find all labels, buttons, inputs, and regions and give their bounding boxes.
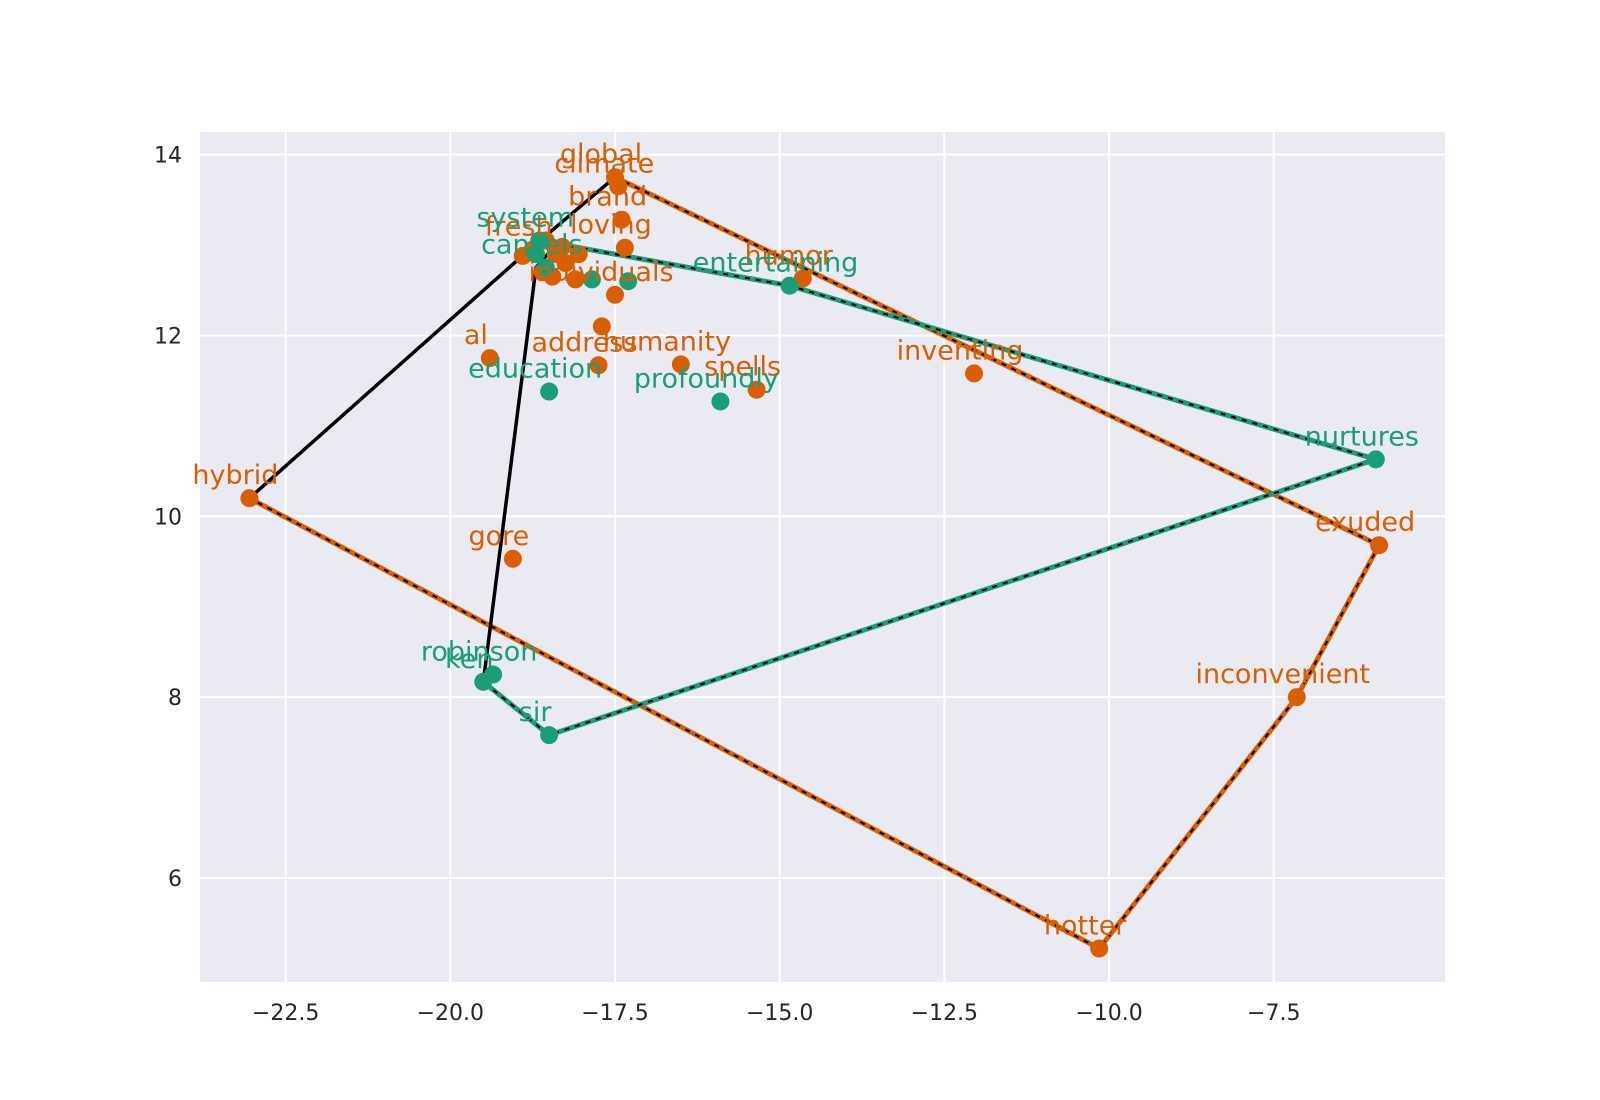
- orange-point: [480, 349, 499, 368]
- point-label: sir: [519, 697, 553, 728]
- orange-point: [612, 210, 631, 229]
- orange-point: [1370, 536, 1389, 555]
- point-label: inventing: [897, 335, 1024, 366]
- orange-point: [606, 285, 624, 304]
- point-label: gore: [469, 521, 530, 552]
- x-tick-label: −15.0: [746, 1001, 813, 1026]
- point-label: system: [476, 203, 574, 234]
- point-label: education: [468, 354, 602, 385]
- point-label: entertaining: [693, 248, 859, 279]
- point-label: profoundly: [634, 363, 779, 394]
- x-tick-label: −7.5: [1247, 1001, 1300, 1026]
- orange-point: [615, 238, 634, 257]
- point-label: individuals: [528, 257, 673, 288]
- point-label: global: [560, 139, 642, 170]
- orange-point: [553, 237, 572, 256]
- green-point: [540, 726, 559, 745]
- green-point: [780, 276, 799, 295]
- green-point: [540, 382, 559, 401]
- green-point: [582, 270, 601, 289]
- orange-point: [592, 317, 611, 336]
- point-label: hotter: [1044, 911, 1127, 942]
- orange-point: [569, 245, 588, 264]
- data-points: [240, 168, 1389, 958]
- dashed-overlay-line: [248, 176, 1381, 950]
- orange-point: [609, 177, 628, 196]
- x-tick-label: −22.5: [252, 1001, 319, 1026]
- orange-point: [747, 380, 766, 399]
- green-point: [526, 245, 545, 264]
- green-point: [530, 231, 549, 250]
- y-tick-label: 8: [168, 686, 182, 711]
- point-label: address: [531, 327, 637, 358]
- point-label: humor: [745, 240, 834, 271]
- orange-point: [1287, 688, 1306, 707]
- axis-ticks: −22.5 −20.0 −17.5 −15.0 −12.5 −10.0 −7.5 6 8 10 12…: [154, 144, 1300, 1026]
- x-tick-label: −20.0: [417, 1001, 484, 1026]
- point-label: inconvenient: [1195, 659, 1370, 690]
- orange-point: [503, 549, 522, 568]
- dashed-overlay-line: [481, 239, 1380, 737]
- green-point: [1366, 450, 1385, 469]
- point-label: brand: [568, 182, 647, 213]
- point-label: al: [464, 320, 488, 351]
- orange-point: [556, 254, 575, 273]
- point-label: robinson: [421, 637, 537, 668]
- orange-point: [965, 364, 984, 383]
- point-label: humanity: [603, 326, 731, 357]
- point-label: nurtures: [1305, 421, 1419, 452]
- point-label: loving: [570, 210, 652, 241]
- y-tick-label: 12: [154, 324, 182, 349]
- point-label: climate: [554, 148, 654, 179]
- orange-point: [589, 356, 608, 375]
- point-label: cancels: [481, 230, 583, 261]
- y-tick-label: 10: [154, 505, 182, 530]
- orange-point: [671, 355, 690, 374]
- point-label: hybrid: [192, 460, 278, 491]
- point-label: spells: [704, 352, 781, 383]
- x-tick-label: −12.5: [911, 1001, 978, 1026]
- y-tick-label: 14: [154, 144, 182, 169]
- x-tick-label: −17.5: [581, 1001, 648, 1026]
- green-point: [536, 258, 555, 277]
- green-point: [474, 672, 493, 691]
- orange-point: [513, 246, 532, 265]
- point-label: exuded: [1315, 507, 1415, 538]
- green-point: [711, 392, 730, 411]
- point-label: ken: [445, 644, 493, 675]
- x-tick-label: −10.0: [1075, 1001, 1142, 1026]
- plot-area: [200, 132, 1445, 982]
- y-tick-label: 6: [168, 867, 182, 892]
- orange-point: [793, 269, 812, 288]
- orange-point: [240, 489, 259, 508]
- point-label: fresh: [485, 212, 553, 243]
- orange-point: [1090, 939, 1109, 958]
- green-point: [619, 272, 638, 291]
- orange-point: [566, 270, 585, 289]
- grid: [200, 132, 1445, 982]
